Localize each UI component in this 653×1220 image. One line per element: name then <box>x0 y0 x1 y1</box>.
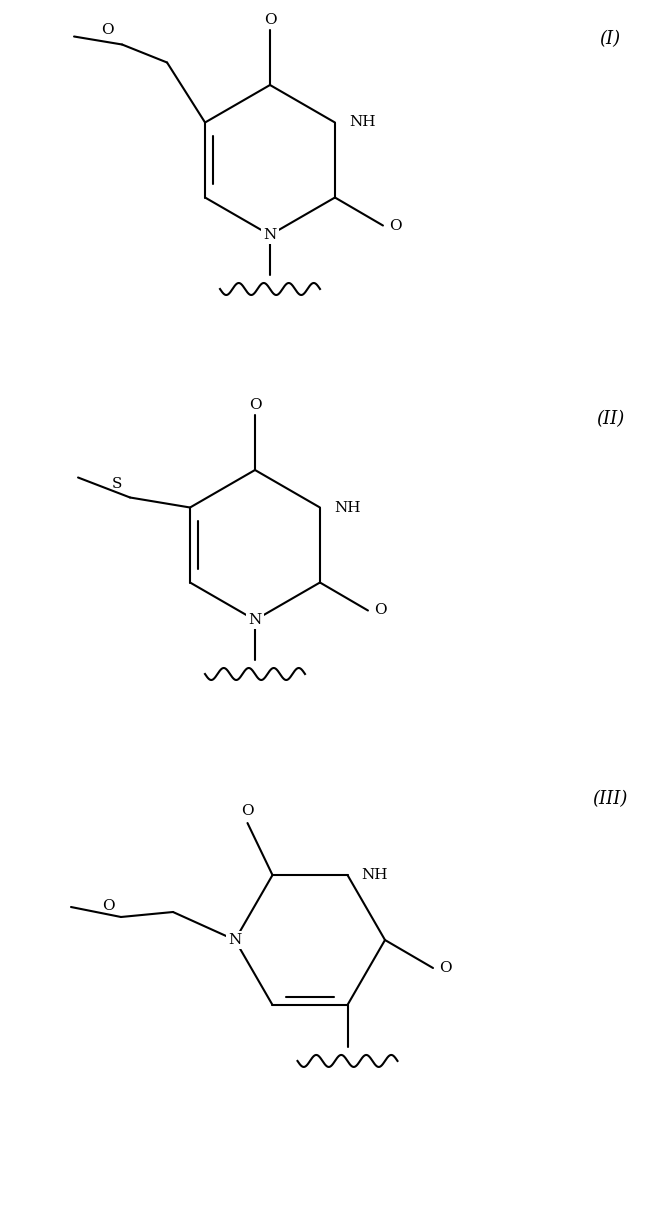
Text: O: O <box>101 22 114 37</box>
Text: O: O <box>241 804 254 819</box>
Text: (I): (I) <box>599 30 620 48</box>
Text: N: N <box>248 612 262 627</box>
Text: O: O <box>264 13 276 27</box>
Text: NH: NH <box>362 869 388 882</box>
Text: O: O <box>439 961 451 975</box>
Text: S: S <box>112 477 122 492</box>
Text: O: O <box>389 218 401 233</box>
Text: (III): (III) <box>592 791 628 808</box>
Text: O: O <box>103 899 115 913</box>
Text: NH: NH <box>334 500 360 515</box>
Text: O: O <box>374 604 387 617</box>
Text: NH: NH <box>349 116 375 129</box>
Text: (II): (II) <box>596 410 624 428</box>
Text: N: N <box>263 228 277 242</box>
Text: O: O <box>249 398 261 412</box>
Text: N: N <box>229 933 242 947</box>
